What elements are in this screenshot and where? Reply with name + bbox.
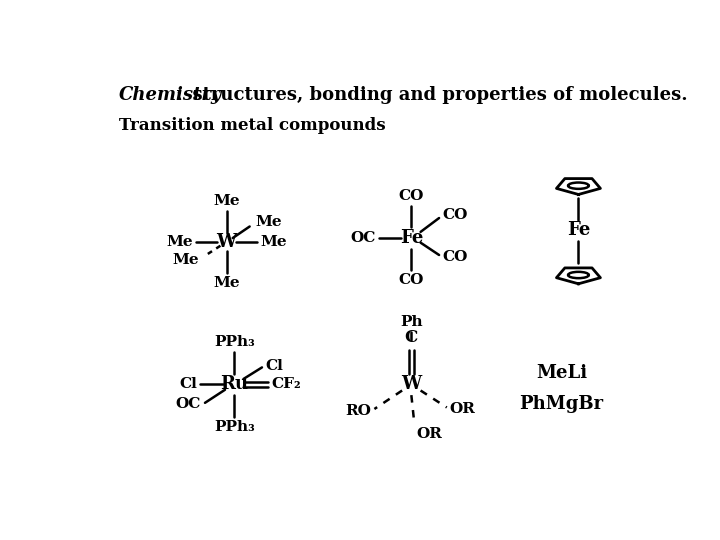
Text: OC: OC <box>175 397 200 411</box>
Text: CF₂: CF₂ <box>271 377 301 392</box>
Text: CO: CO <box>442 249 467 264</box>
Text: W: W <box>217 233 237 251</box>
Text: PPh₃: PPh₃ <box>214 335 255 349</box>
Text: Me: Me <box>213 276 240 290</box>
Text: OC: OC <box>351 231 376 245</box>
Text: PPh₃: PPh₃ <box>214 420 255 434</box>
Text: Me: Me <box>261 235 287 249</box>
Text: Cl: Cl <box>179 377 197 392</box>
Text: Transition metal compounds: Transition metal compounds <box>119 117 385 134</box>
Text: C: C <box>405 329 418 346</box>
Text: W: W <box>401 375 421 393</box>
Text: Chemistry: Chemistry <box>119 86 222 104</box>
Text: Me: Me <box>213 194 240 208</box>
Text: Fe: Fe <box>567 221 590 239</box>
Text: OR: OR <box>450 402 476 416</box>
Text: Ph: Ph <box>400 315 423 329</box>
Text: Ru: Ru <box>220 375 248 393</box>
Text: MeLi: MeLi <box>536 364 587 382</box>
Text: Cl: Cl <box>265 359 283 373</box>
Text: Me: Me <box>166 235 193 249</box>
Text: Me: Me <box>172 253 199 267</box>
Text: :: : <box>175 86 181 104</box>
Text: CO: CO <box>399 188 424 202</box>
Text: Fe: Fe <box>400 229 423 247</box>
Text: Me: Me <box>256 215 282 229</box>
Text: structures, bonding and properties of molecules.: structures, bonding and properties of mo… <box>180 86 688 104</box>
Text: RO: RO <box>346 403 372 417</box>
Text: PhMgBr: PhMgBr <box>519 395 603 413</box>
Text: OR: OR <box>416 428 442 442</box>
Text: CO: CO <box>442 208 467 222</box>
Text: CO: CO <box>399 273 424 287</box>
